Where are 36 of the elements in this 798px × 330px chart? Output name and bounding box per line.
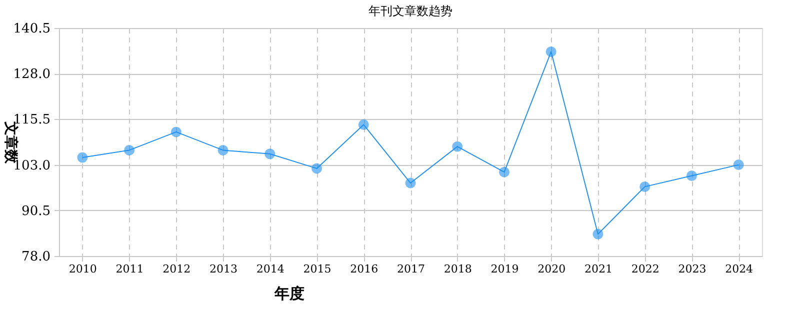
x-tick-label: 2024: [725, 262, 754, 276]
x-tick-label: 2021: [584, 262, 612, 276]
y-tick-label: 78.0: [22, 250, 50, 264]
x-axis-title: 年度: [274, 284, 304, 302]
point: [358, 119, 369, 130]
point: [546, 46, 556, 57]
y-tick-label: 90.5: [22, 204, 50, 219]
x-tick-label: 2015: [303, 262, 332, 276]
point: [640, 181, 650, 192]
point: [452, 141, 463, 152]
x-tick-label: 2014: [256, 262, 284, 276]
point: [405, 178, 416, 188]
x-tick-label: 2012: [162, 262, 191, 276]
point: [124, 144, 135, 156]
x-tick-label: 2023: [678, 262, 706, 276]
x-tick-label: 2013: [210, 262, 238, 276]
point: [733, 160, 744, 170]
point: [312, 163, 322, 174]
point: [218, 144, 228, 156]
y-tick-label: 128.0: [13, 67, 50, 82]
x-tick-label: 2016: [350, 262, 378, 276]
x-tick-label: 2018: [444, 262, 472, 276]
x-tick-label: 2022: [631, 262, 660, 276]
point: [592, 228, 604, 240]
y-tick-label: 140.5: [13, 22, 50, 36]
x-tick-label: 2020: [538, 262, 566, 276]
point: [170, 126, 182, 138]
x-tick-label: 2010: [68, 262, 97, 276]
point: [77, 152, 88, 163]
x-tick-label: 2011: [116, 262, 144, 276]
point: [498, 166, 510, 178]
x-tick-label: 2017: [397, 262, 425, 276]
point: [686, 170, 697, 181]
point: [264, 148, 276, 160]
x-tick-label: 2019: [490, 262, 519, 276]
chart-title: 年刊文章数趋势: [368, 4, 452, 18]
